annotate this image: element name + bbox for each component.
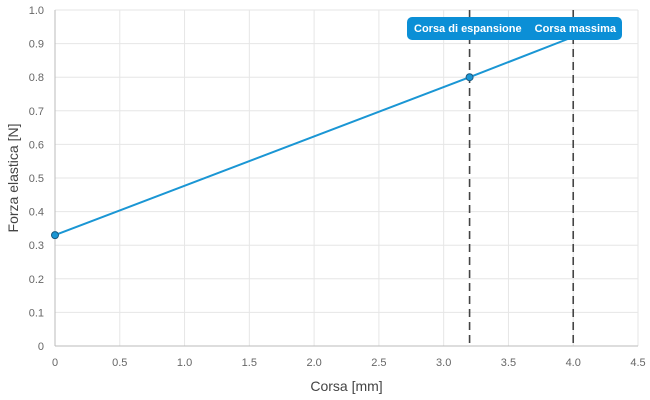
y-tick-label: 0 <box>38 341 44 353</box>
x-tick-label: 3.5 <box>501 357 516 369</box>
y-tick-label: 0.1 <box>29 307 44 319</box>
x-tick-label: 1.0 <box>177 357 192 369</box>
y-tick-label: 0.2 <box>29 274 44 286</box>
axes <box>54 10 638 347</box>
tick-labels: 0 0.5 1.0 1.5 2.0 2.5 3.0 3.5 4.0 4.5 0 0.1 0.2 0.3 0.… <box>29 5 646 369</box>
x-tick-label: 0 <box>52 357 58 369</box>
x-axis-title: Corsa [mm] <box>310 378 382 394</box>
annotation-box <box>407 17 622 40</box>
y-tick-label: 1.0 <box>29 5 44 17</box>
x-tick-label: 4.0 <box>566 357 581 369</box>
data-point <box>465 73 474 82</box>
y-axis-title: Forza elastica [N] <box>5 124 21 233</box>
y-tick-label: 0.9 <box>29 39 44 51</box>
y-tick-label: 0.5 <box>29 173 44 185</box>
x-tick-label: 2.5 <box>371 357 386 369</box>
reference-lines <box>468 10 575 346</box>
y-tick-label: 0.7 <box>29 106 44 118</box>
annotations: Corsa di espansione Corsa massima <box>407 17 622 40</box>
x-tick-label: 1.5 <box>242 357 257 369</box>
annotation-label-espansione: Corsa di espansione <box>414 23 522 35</box>
grid <box>54 9 639 347</box>
annotation-label-massima: Corsa massima <box>535 23 617 35</box>
x-tick-label: 3.0 <box>436 357 451 369</box>
y-tick-label: 0.6 <box>29 139 44 151</box>
series <box>51 35 574 240</box>
x-tick-label: 2.0 <box>306 357 321 369</box>
x-tick-label: 0.5 <box>112 357 127 369</box>
y-tick-label: 0.3 <box>29 240 44 252</box>
x-tick-label: 4.5 <box>630 357 645 369</box>
y-tick-label: 0.8 <box>29 72 44 84</box>
data-point <box>51 231 59 240</box>
y-tick-label: 0.4 <box>29 207 44 219</box>
